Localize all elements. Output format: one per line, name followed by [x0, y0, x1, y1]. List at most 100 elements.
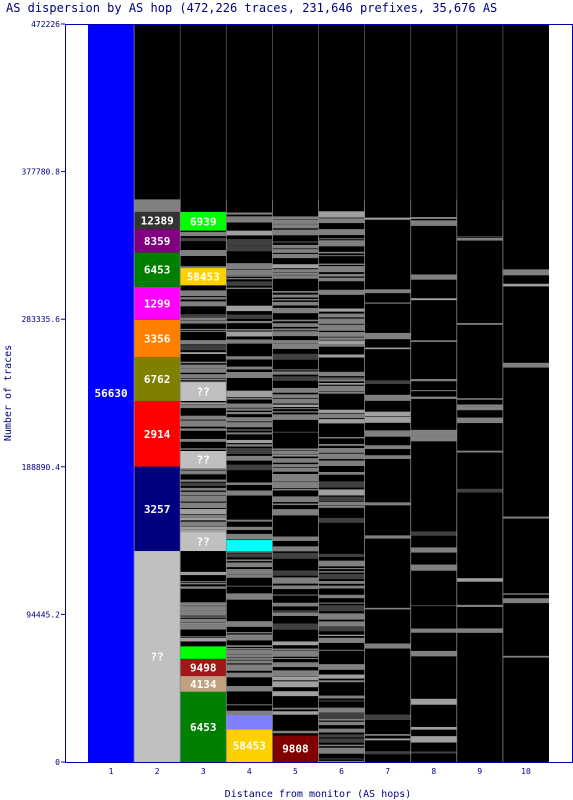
trace-stripe: [272, 376, 319, 381]
as-segment-label: 6762: [144, 373, 171, 386]
as-segment-label: 3356: [144, 332, 171, 345]
trace-stripe: [364, 535, 411, 539]
trace-stripe: [318, 377, 365, 379]
trace-stripe: [226, 645, 273, 647]
trace-stripe: [226, 634, 273, 641]
trace-stripe: [318, 760, 365, 762]
trace-stripe: [272, 488, 319, 491]
as-segment-label: ??: [197, 536, 210, 549]
trace-stripe: [272, 570, 319, 576]
as-segment-bar: [272, 735, 319, 762]
trace-stripe: [226, 533, 273, 540]
trace-stripe: [272, 594, 319, 596]
trace-stripe: [226, 710, 273, 717]
trace-stripe: [318, 517, 365, 523]
trace-stripe: [180, 301, 227, 307]
trace-stripe: [272, 464, 319, 468]
trace-stripe: [318, 580, 365, 584]
trace-stripe: [364, 332, 411, 340]
trace-stripe: [318, 728, 365, 733]
trace-stripe: [226, 397, 273, 400]
trace-stripe: [364, 411, 411, 417]
trace-stripe: [456, 578, 503, 582]
trace-stripe: [180, 249, 227, 257]
trace-stripe: [364, 714, 411, 721]
trace-stripe: [272, 241, 319, 243]
trace-stripe: [180, 297, 227, 300]
trace-stripe: [180, 487, 227, 491]
trace-stripe: [364, 416, 411, 423]
trace-stripe: [226, 490, 273, 496]
chart-title: AS dispersion by AS hop (472,226 traces,…: [6, 1, 497, 15]
trace-stripe: [180, 266, 227, 270]
trace-stripe: [180, 330, 227, 332]
trace-stripe: [410, 751, 457, 754]
trace-stripe: [180, 582, 227, 585]
trace-stripe: [226, 562, 273, 568]
trace-stripe: [410, 604, 457, 607]
trace-stripe: [318, 738, 365, 743]
trace-stripe: [318, 263, 365, 266]
trace-stripe: [226, 366, 273, 370]
trace-stripe: [226, 281, 273, 286]
trace-stripe: [180, 320, 227, 324]
as-segment-label: 6453: [190, 721, 217, 734]
trace-stripe: [180, 529, 227, 534]
trace-stripe: [226, 408, 273, 411]
y-tick-label: 94445.2: [26, 610, 60, 619]
x-tick-label: 2: [155, 767, 160, 776]
trace-stripe: [272, 216, 319, 220]
as-segment-bar: [180, 211, 227, 231]
trace-stripe: [272, 474, 319, 477]
trace-stripe: [318, 700, 365, 702]
trace-stripe: [180, 502, 227, 509]
trace-stripe: [318, 718, 365, 721]
trace-stripe: [272, 536, 319, 541]
trace-stripe: [364, 607, 411, 610]
trace-stripe: [272, 641, 319, 646]
trace-stripe: [180, 368, 227, 373]
trace-stripe: [410, 628, 457, 633]
as-segment-bar: [180, 451, 227, 469]
trace-stripe: [272, 307, 319, 314]
trace-stripe: [180, 378, 227, 381]
trace-stripe: [272, 411, 319, 413]
y-tick-label: 472226: [31, 20, 60, 29]
trace-stripe: [226, 432, 273, 435]
trace-stripe: [226, 455, 273, 461]
trace-stripe: [318, 585, 365, 589]
trace-stripe: [410, 298, 457, 301]
trace-stripe: [180, 491, 227, 496]
trace-stripe: [318, 229, 365, 236]
trace-stripe: [318, 721, 365, 726]
trace-stripe: [272, 371, 319, 375]
trace-stripe: [180, 374, 227, 378]
trace-stripe: [226, 704, 273, 706]
trace-stripe: [364, 734, 411, 736]
trace-stripe: [272, 455, 319, 457]
trace-stripe: [318, 571, 365, 573]
trace-stripe: [272, 224, 319, 229]
trace-stripe: [226, 277, 273, 280]
trace-stripe: [272, 328, 319, 331]
as-segments: 56630?? 3257 2914 6762 3356 1299 6453 8359 12389…: [88, 24, 319, 762]
trace-stripe: [364, 643, 411, 649]
x-tick-label: 5: [293, 767, 298, 776]
trace-stripe: [318, 634, 365, 636]
trace-stripe: [272, 458, 319, 463]
trace-stripe: [364, 430, 411, 437]
trace-stripe: [272, 431, 319, 433]
trace-stripe: [180, 314, 227, 318]
trace-stripe: [180, 415, 227, 420]
trace-stripe: [226, 331, 273, 337]
trace-stripe: [364, 380, 411, 385]
trace-stripe: [226, 660, 273, 664]
trace-stripe: [272, 476, 319, 482]
trace-stripe: [318, 573, 365, 580]
trace-stripe: [226, 417, 273, 422]
trace-stripe: [318, 413, 365, 419]
trace-stripe: [456, 417, 503, 424]
trace-stripe: [180, 610, 227, 616]
trace-stripe: [180, 586, 227, 589]
trace-stripe: [226, 429, 273, 431]
